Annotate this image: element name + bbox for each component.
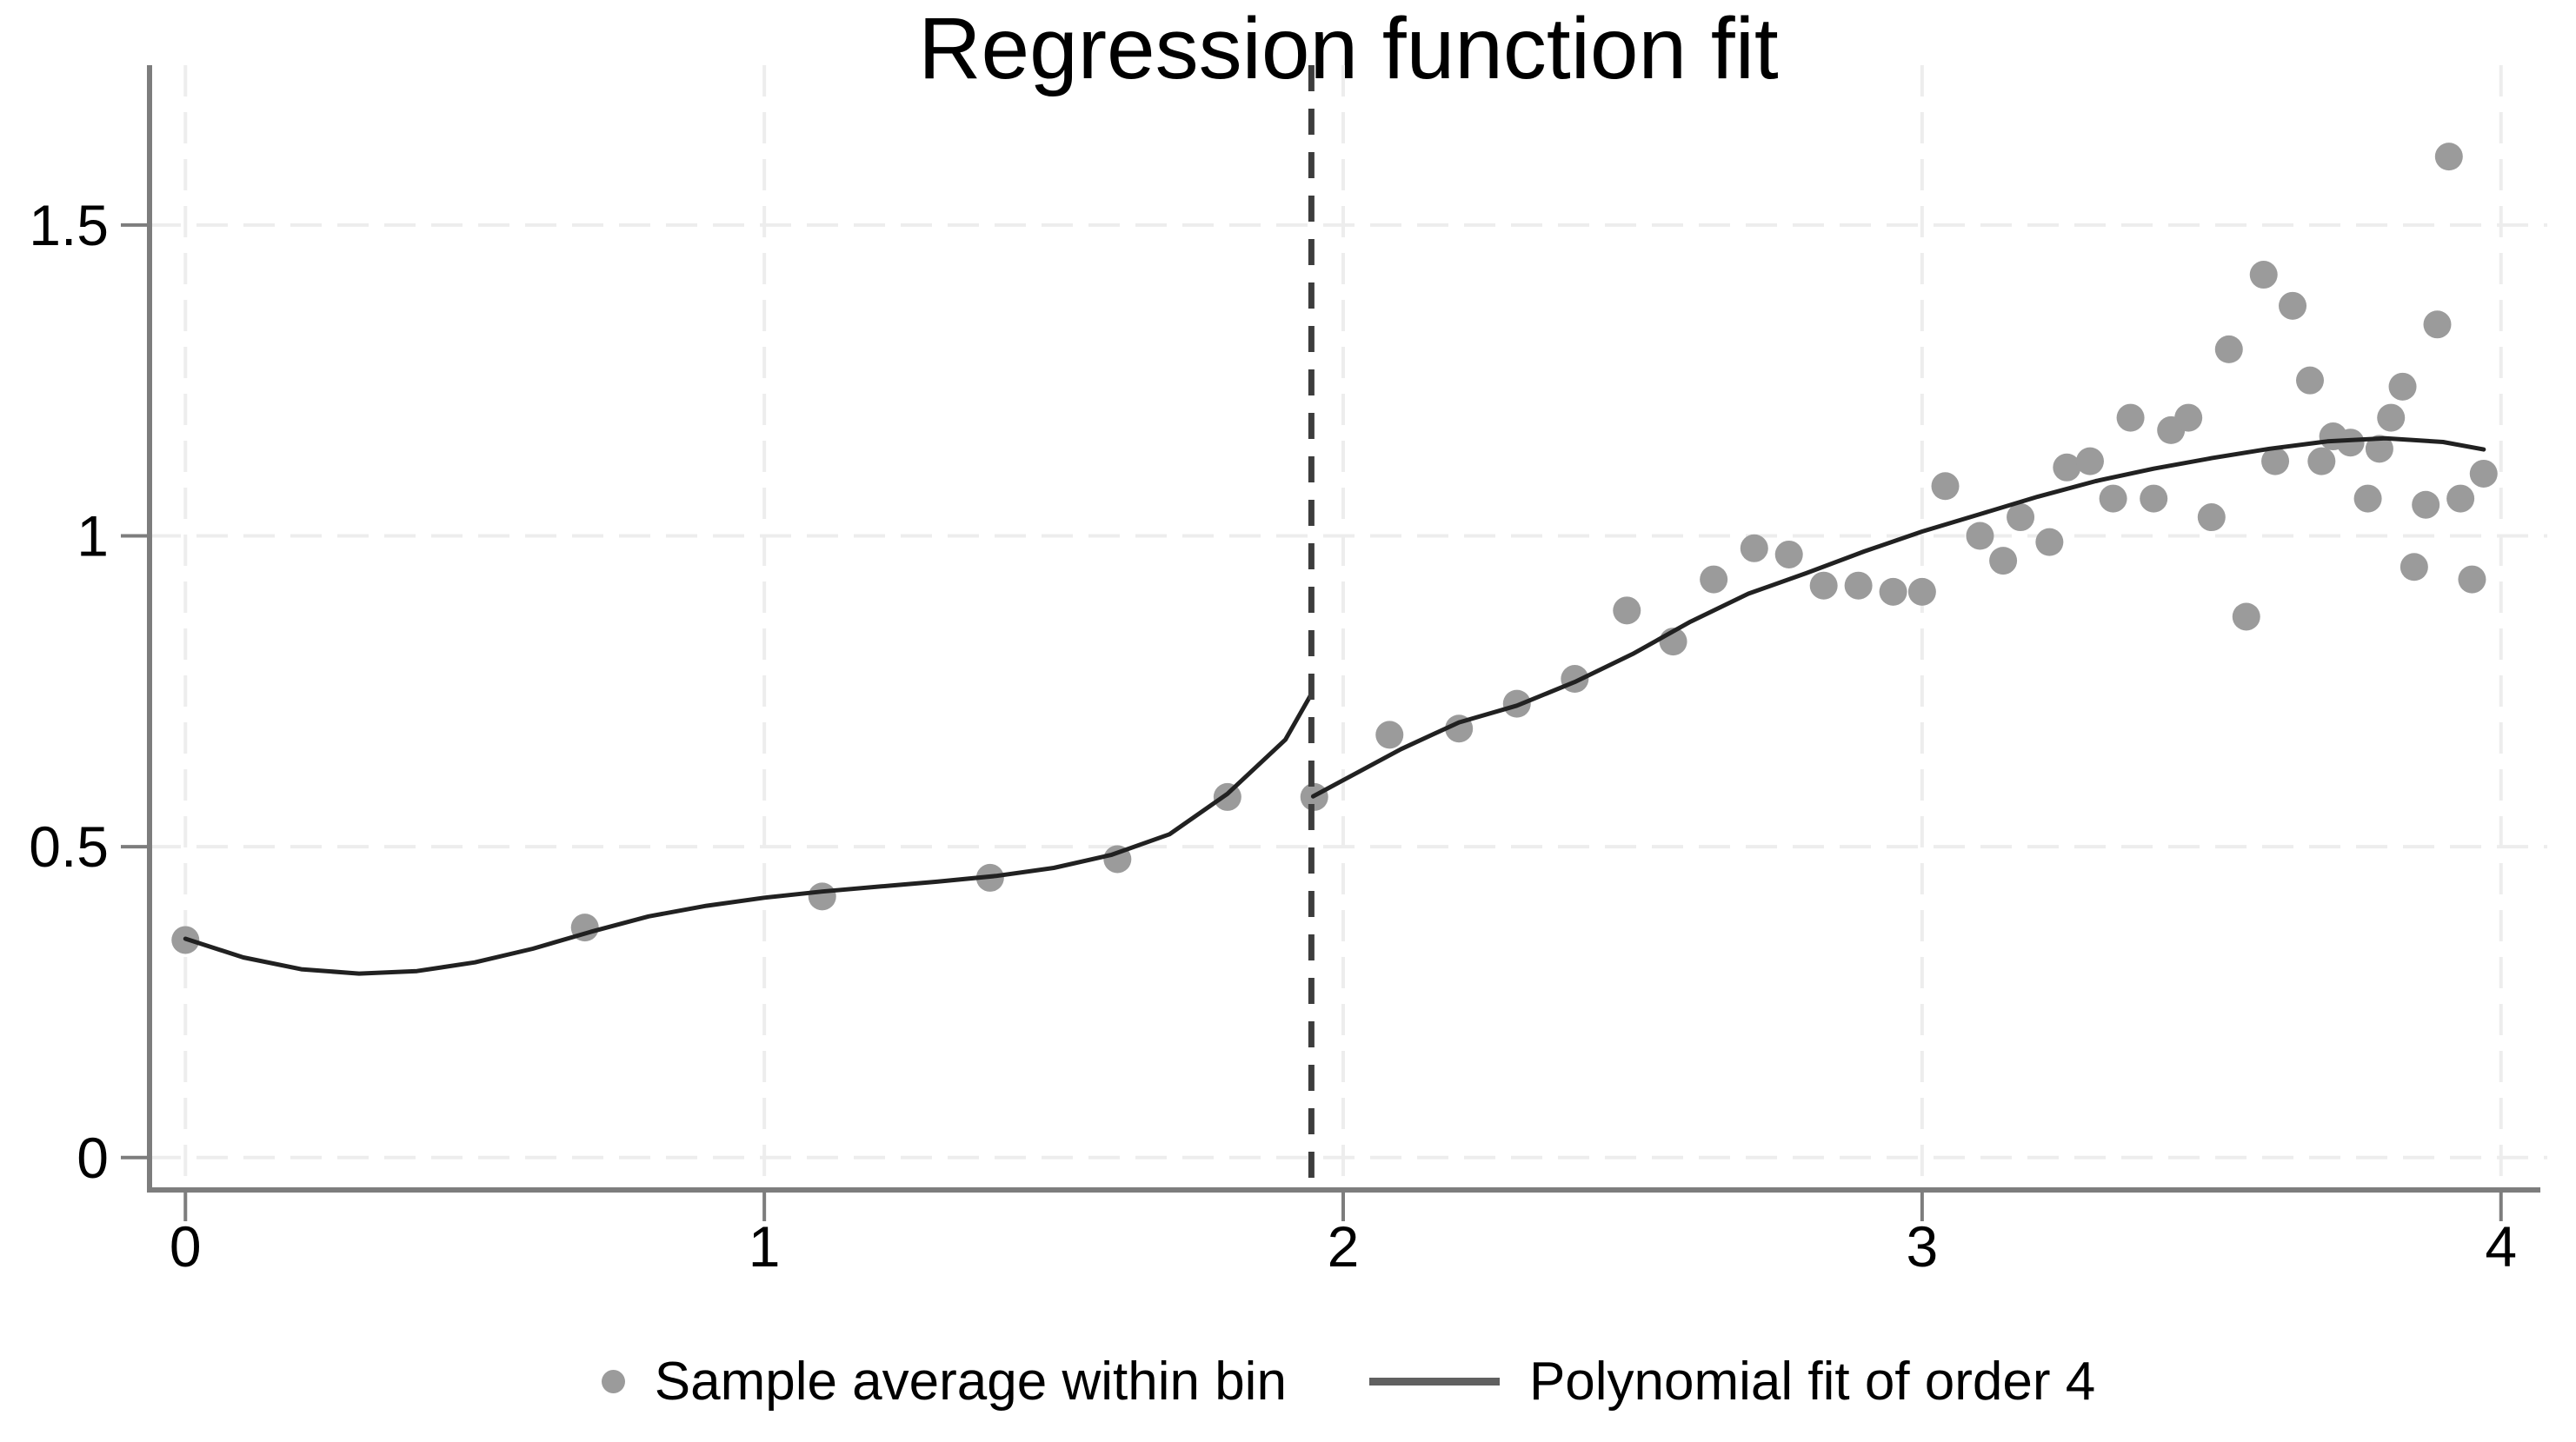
legend-label-polynomial-fit: Polynomial fit of order 4	[1528, 1351, 2096, 1412]
legend-item-polynomial-fit: Polynomial fit of order 4	[1368, 1351, 2096, 1412]
scatter-point	[2197, 503, 2226, 532]
scatter-point	[2423, 310, 2452, 339]
scatter-point	[1613, 596, 1641, 625]
fit-line-left	[183, 693, 1314, 976]
y-tick-label: 1	[77, 503, 109, 568]
scatter-point	[2469, 459, 2498, 488]
scatter-point	[2249, 261, 2278, 289]
scatter-point	[1989, 547, 2018, 575]
scatter-point	[2279, 291, 2307, 320]
x-tick-label: 0	[170, 1214, 202, 1279]
scatter-point	[2458, 565, 2486, 594]
scatter-point	[2116, 403, 2145, 432]
scatter-point	[1375, 721, 1404, 749]
scatter-point	[2446, 484, 2475, 513]
scatter-point	[2261, 447, 2290, 475]
scatter-point	[2377, 403, 2406, 432]
scatter-point	[1931, 472, 1960, 501]
scatter-point	[2307, 447, 2336, 475]
x-tick-label: 3	[1907, 1214, 1939, 1279]
scatter-point	[2400, 553, 2428, 581]
legend-label-sample-average: Sample average within bin	[654, 1351, 1287, 1412]
scatter-point	[1774, 540, 1803, 568]
scatter-point	[1700, 565, 1728, 594]
fit-line-right	[1310, 435, 2486, 799]
scatter-point	[2388, 372, 2417, 401]
scatter-point	[2412, 490, 2440, 519]
scatter-point	[2140, 484, 2168, 513]
scatter-point	[808, 882, 836, 911]
scatter-point	[2174, 403, 2203, 432]
scatter-point	[1966, 522, 1994, 550]
scatter-point	[1844, 571, 1873, 600]
scatter-point	[2214, 335, 2243, 363]
y-tick-label: 0	[77, 1126, 109, 1190]
x-tick-label: 4	[2485, 1214, 2517, 1279]
scatter-point	[1809, 571, 1838, 600]
scatter-point	[2053, 453, 2081, 482]
y-tick-label: 1.5	[29, 193, 109, 257]
scatter-point	[2295, 366, 2324, 395]
scatter-point	[2232, 602, 2260, 631]
scatter-point	[2035, 528, 2064, 556]
scatter-point	[2434, 143, 2463, 171]
scatter-point	[2007, 503, 2035, 532]
line-icon	[1368, 1377, 1500, 1386]
scatter-point	[1740, 534, 1768, 562]
dot-icon	[601, 1369, 625, 1393]
scatter-point	[2075, 447, 2104, 475]
scatter-point	[2336, 429, 2365, 457]
x-tick-label: 1	[749, 1214, 781, 1279]
chart-title: Regression function fit	[918, 0, 1779, 97]
scatter-point	[1907, 577, 1936, 606]
legend-item-sample-average: Sample average within bin	[601, 1351, 1287, 1412]
scatter-point	[1879, 577, 1907, 606]
legend: Sample average within bin Polynomial fit…	[150, 1342, 2547, 1420]
x-tick-label: 2	[1328, 1214, 1360, 1279]
scatter-point	[2365, 435, 2393, 463]
scatter-point	[2099, 484, 2127, 513]
y-tick-label: 0.5	[29, 814, 109, 879]
scatter-point	[2353, 484, 2382, 513]
